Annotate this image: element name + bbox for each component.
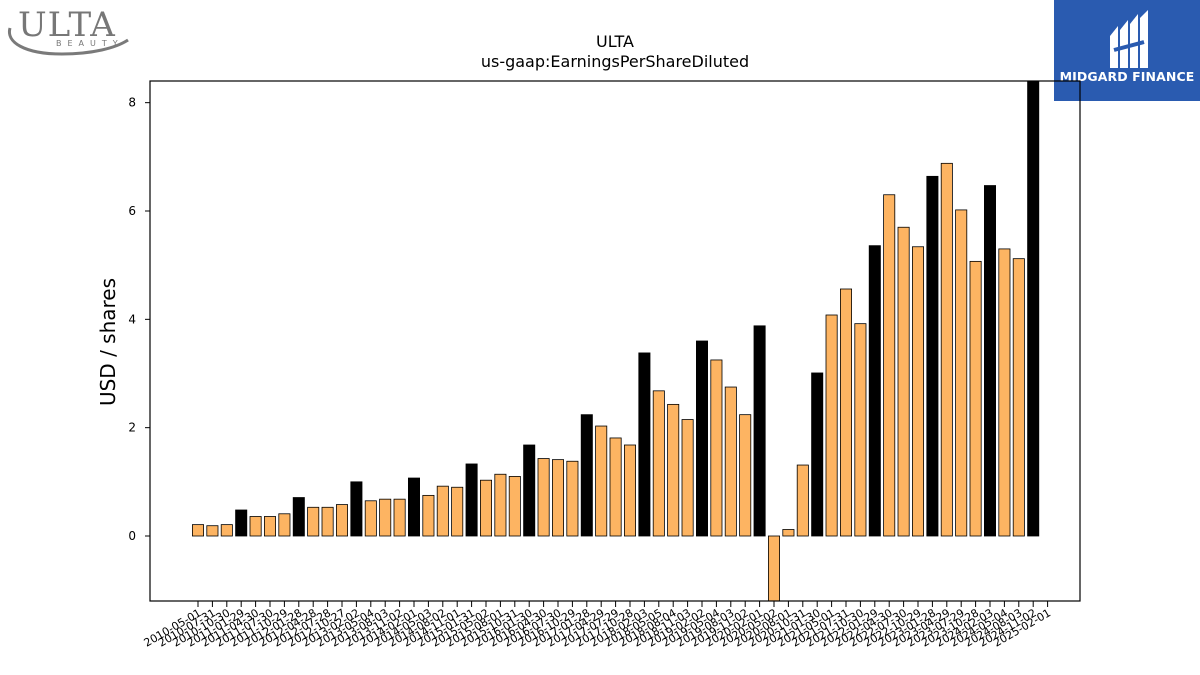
bar [825, 314, 838, 537]
bar [552, 459, 565, 537]
bar [1027, 80, 1040, 537]
midgard-finance-logo: MIDGARD FINANCE [1054, 0, 1200, 101]
bar [624, 444, 637, 537]
bar [912, 246, 925, 537]
bar [494, 473, 507, 537]
bar [508, 476, 521, 537]
bar [379, 498, 392, 537]
bar [278, 513, 291, 537]
bar [854, 323, 867, 537]
bar [724, 386, 737, 537]
bar [883, 194, 896, 537]
bar [681, 419, 694, 537]
bars-group [191, 80, 1040, 602]
bar [220, 524, 233, 537]
bar [796, 464, 809, 537]
y-tick-label: 4 [128, 312, 136, 326]
bar [523, 444, 536, 537]
y-tick-label: 8 [128, 96, 136, 110]
x-axis: 2010-05-012010-07-312010-10-302011-01-29… [142, 601, 1053, 650]
bar [292, 497, 305, 537]
bar [537, 458, 550, 537]
bar [955, 209, 968, 537]
bar [263, 516, 276, 537]
bar [451, 486, 464, 537]
bar [696, 340, 709, 537]
bar [984, 185, 997, 537]
bar [407, 477, 420, 537]
bar [638, 352, 651, 537]
y-tick-label: 6 [128, 204, 136, 218]
y-axis: 0 2 4 6 8 [128, 96, 150, 543]
ulta-logo-text: ULTA [18, 5, 116, 45]
bar [897, 226, 910, 537]
y-tick-label: 0 [128, 529, 136, 543]
bar [566, 460, 579, 537]
bar [969, 260, 982, 537]
midgard-emblem-icon [1110, 10, 1148, 68]
bar [350, 481, 363, 537]
bar [364, 500, 377, 537]
bar [321, 506, 334, 537]
bar [811, 372, 824, 537]
plot-frame [149, 80, 1081, 602]
bar [609, 437, 622, 537]
ulta-logo-subtext: BEAUTY [56, 39, 124, 48]
bar [249, 516, 262, 537]
chart-title: ULTA [596, 32, 634, 51]
bar [422, 494, 435, 537]
bar [868, 245, 881, 537]
bar [191, 524, 204, 537]
bar [595, 425, 608, 537]
bar [926, 175, 939, 537]
bar [479, 479, 492, 537]
bar [652, 390, 665, 537]
bar [840, 288, 853, 537]
chart-subtitle: us-gaap:EarningsPerShareDiluted [480, 52, 750, 71]
bar [1012, 258, 1025, 537]
bar [998, 248, 1011, 537]
ulta-logo: ULTA BEAUTY [7, 5, 129, 56]
bar [768, 535, 781, 602]
bar [667, 403, 680, 537]
bar [307, 506, 320, 537]
bar [393, 498, 406, 537]
ulta-logo-swoosh [7, 27, 129, 56]
bar [335, 504, 348, 537]
bar [753, 325, 766, 537]
bar [739, 414, 752, 537]
bar [206, 525, 219, 537]
bar [436, 485, 449, 537]
y-tick-label: 2 [128, 421, 136, 435]
bar [940, 162, 953, 537]
bar [782, 529, 795, 537]
midgard-finance-text: MIDGARD FINANCE [1059, 69, 1195, 84]
bar [235, 509, 248, 537]
bar [465, 463, 478, 537]
bar [580, 414, 593, 537]
bar [710, 359, 723, 537]
